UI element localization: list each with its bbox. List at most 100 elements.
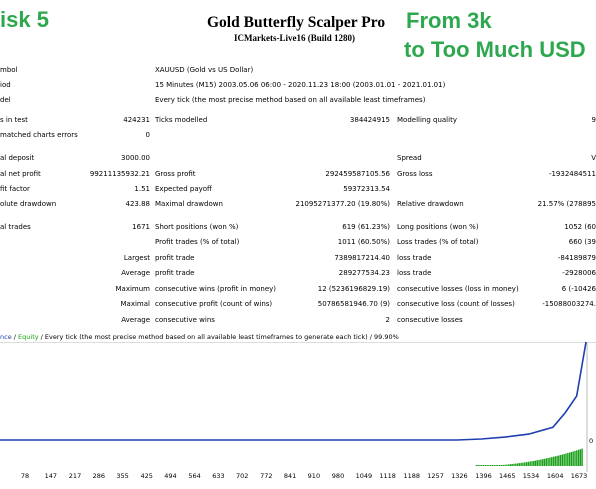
absolute-drawdown-value: 423.88 [125, 200, 151, 208]
volume-bar [574, 450, 576, 466]
volume-bar [547, 458, 549, 466]
volume-bar [531, 461, 533, 466]
average-consecutive-losses-label: consecutive losses [397, 316, 463, 324]
maximal-consecutive-profit-label: consecutive profit (count of wins) [155, 300, 273, 308]
report-title: Gold Butterfly Scalper Pro [207, 14, 386, 31]
x-tick-label: 425 [140, 472, 153, 480]
volume-bar [534, 460, 537, 466]
y-tick-label: 0 [589, 437, 594, 445]
maximum-label: Maximum [115, 285, 151, 293]
quality-label: Modelling quality [397, 116, 457, 124]
max-consecutive-wins-label: consecutive wins (profit in money) [155, 285, 277, 293]
maximal-consecutive-profit-value: 50786581946.70 (9) [317, 300, 390, 308]
x-tick-label: 633 [212, 472, 225, 480]
gross-profit-value: 292459587105.56 [325, 170, 390, 178]
volume-bar [576, 450, 578, 466]
volume-bar [554, 456, 556, 466]
volume-bar [559, 455, 562, 466]
long-positions-label: Long positions (won %) [397, 223, 479, 231]
volume-bar [500, 465, 503, 466]
maximal-drawdown-label: Maximal drawdown [155, 200, 223, 208]
net-profit-label: al net profit [0, 170, 41, 178]
maximal-drawdown-value: 21095271377.20 (19.80%) [295, 200, 391, 208]
volume-bar [567, 453, 569, 466]
max-consecutive-losses-value: 6 (-10426 [561, 285, 596, 293]
x-tick-label: 147 [44, 472, 58, 480]
model-value: Every tick (the most precise method base… [155, 96, 426, 104]
absolute-drawdown-label: olute drawdown [0, 200, 57, 208]
deposit-value: 3000.00 [121, 154, 150, 162]
net-profit-value: 99211135932.21 [89, 170, 150, 178]
volume-bar [491, 465, 494, 466]
average-profit-label: profit trade [155, 269, 195, 277]
legend-separator: / [38, 333, 45, 341]
maximal-consecutive-loss-label: consecutive loss (count of losses) [397, 300, 515, 308]
legend-separator: / [11, 333, 19, 341]
quality-value: 9 [591, 116, 596, 124]
loss-trades-value: 660 (39 [568, 238, 596, 246]
volume-bar [484, 465, 487, 466]
volume-bar [570, 452, 573, 466]
average-consecutive-wins-label: consecutive wins [155, 316, 215, 324]
x-tick-label: 494 [164, 472, 177, 480]
volume-bar [506, 464, 508, 466]
overlay-risk-text: isk 5 [0, 7, 49, 32]
relative-drawdown-label: Relative drawdown [397, 200, 464, 208]
legend-quality: 99.90% [373, 333, 399, 341]
x-tick-label: 1188 [403, 472, 421, 480]
volume-bar [558, 455, 560, 466]
volume-bar [513, 463, 515, 466]
volume-bar [551, 457, 553, 466]
legend-separator: / [367, 333, 374, 341]
x-tick-label: 1118 [379, 472, 396, 480]
overlay-to-text: to Too Much USD [404, 37, 586, 62]
largest-loss-label: loss trade [397, 254, 432, 262]
average-consecutive-wins-value: 2 [385, 316, 390, 324]
maximal-label: Maximal [120, 300, 150, 308]
volume-bar [511, 464, 513, 466]
volume-bar [524, 462, 526, 466]
volume-bar [488, 465, 490, 466]
volume-bar [538, 459, 540, 466]
gross-loss-label: Gross loss [397, 170, 433, 178]
profit-factor-value: 1.51 [134, 185, 150, 193]
volume-bar [522, 462, 524, 466]
profit-factor-label: fit factor [0, 185, 30, 193]
relative-drawdown-value: 21.57% (278895 [537, 200, 596, 208]
period-value: 15 Minutes (M15) 2003.05.06 06:00 - 2020… [155, 81, 446, 89]
mismatch-label: matched charts errors [0, 131, 78, 139]
x-tick-label: 1534 [522, 472, 540, 480]
volume-bar [482, 465, 485, 466]
mismatch-value: 0 [145, 131, 150, 139]
volume-bar [579, 449, 582, 466]
x-tick-label: 78 [20, 472, 30, 480]
volume-bar [565, 453, 567, 466]
expected-payoff-label: Expected payoff [155, 185, 212, 193]
volume-bar [486, 465, 488, 466]
volume-bar [556, 455, 558, 466]
x-tick-label: 1257 [427, 472, 444, 480]
volume-bar [479, 465, 481, 466]
volume-bar [529, 461, 531, 466]
chart-canvas [0, 342, 596, 472]
gross-profit-label: Gross profit [155, 170, 196, 178]
volume-bar [536, 460, 538, 466]
average-profit-value: 289277534.23 [338, 269, 390, 277]
volume-bar [499, 465, 501, 466]
volume-bar [497, 465, 499, 466]
largest-profit-label: profit trade [155, 254, 195, 262]
volume-bar [581, 448, 583, 466]
x-tick-label: 1673 [570, 472, 588, 480]
volume-bar [568, 452, 571, 466]
volume-bar [520, 462, 522, 466]
volume-bar [475, 465, 478, 466]
volume-bar [508, 464, 510, 466]
volume-bar [477, 465, 479, 466]
volume-layer [475, 448, 583, 466]
volume-bar [561, 454, 564, 466]
volume-bar [516, 463, 519, 466]
average-loss-label: loss trade [397, 269, 432, 277]
volume-bar [504, 464, 506, 466]
volume-bar [493, 465, 495, 466]
average-label: Average [121, 269, 150, 277]
